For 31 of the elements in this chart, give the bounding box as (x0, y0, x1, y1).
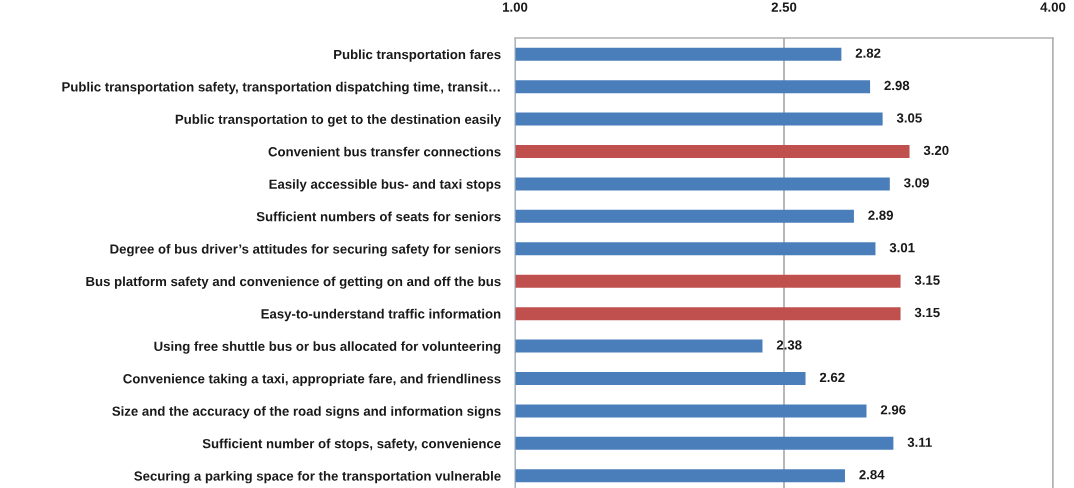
data-label: 3.20 (923, 145, 949, 156)
y-tick-label: Easy-to-understand traffic information (261, 308, 501, 322)
y-tick-label: Easily accessible bus- and taxi stops (269, 179, 501, 192)
y-tick-label: Bus platform safety and convenience of getting on and off the bus (86, 276, 501, 289)
y-tick-label: Sufficient numbers of seats for seniors (256, 211, 501, 222)
y-tick-label: Public transportation fares (334, 49, 501, 62)
data-label: 2.62 (819, 372, 845, 383)
y-tick-label: Using free shuttle bus or bus allocated for volunteering (154, 341, 501, 354)
data-label: 3.05 (896, 113, 922, 123)
x-tick-label: 2.50 (771, 2, 797, 12)
x-tick-label: 1.00 (502, 2, 528, 12)
data-label: 2.82 (855, 48, 881, 58)
y-tick-label: Securing a parking space for the transportation vulnerable (134, 471, 501, 484)
y-tick-label: Public transportation to get to the destination easily (175, 114, 502, 127)
data-label: 3.15 (914, 307, 940, 318)
data-label: 3.15 (914, 275, 940, 285)
y-tick-label: Degree of bus driver’s attitudes for securing safety for seniors (110, 244, 501, 257)
data-label: 3.09 (904, 178, 929, 188)
y-tick-label: Convenience taking a taxi, appropriate fare, and friendliness (123, 373, 501, 387)
data-label: 3.01 (889, 242, 915, 253)
y-tick-label: Convenient bus transfer connections (268, 146, 501, 157)
data-label: 2.89 (868, 210, 894, 220)
data-label: 3.11 (907, 437, 932, 447)
data-label: 2.84 (859, 469, 885, 480)
data-label: 2.96 (880, 405, 906, 415)
data-label: 2.98 (884, 80, 910, 91)
y-tick-label: Public transportation safety, transportation dispatching time, transit… (62, 81, 500, 95)
y-tick-label: Size and the accuracy of the road signs and information signs (112, 406, 501, 419)
x-tick-label: 4.00 (1040, 2, 1066, 12)
y-tick-label: Sufficient number of stops, safety, convenience (202, 438, 501, 451)
data-label: 2.38 (776, 340, 802, 350)
